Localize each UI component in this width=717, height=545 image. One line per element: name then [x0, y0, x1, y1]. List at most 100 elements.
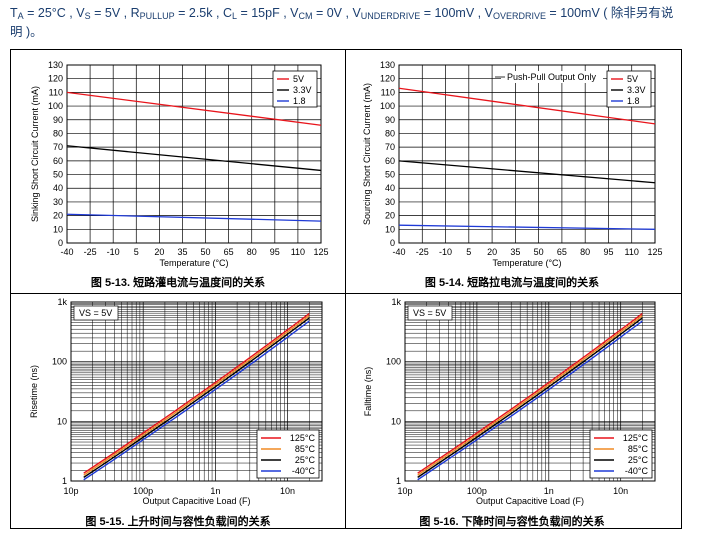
y-tick-label: 120: [48, 74, 63, 84]
legend-label: 125°C: [623, 433, 649, 443]
x-tick-label: 80: [580, 247, 590, 257]
series-line-1.8: [66, 213, 322, 222]
legend-label: 85°C: [295, 444, 316, 454]
x-tick-label: -10: [439, 247, 452, 257]
y-tick-label: 100: [380, 101, 395, 111]
x-tick-label: 95: [603, 247, 613, 257]
y-tick-label: 80: [385, 128, 395, 138]
x-tick-label: -40: [60, 247, 73, 257]
caption-figure-5-13: 图 5-13. 短路灌电流与温度间的关系: [90, 277, 266, 289]
y-tick-label: 100: [48, 101, 63, 111]
legend-label: 25°C: [628, 455, 649, 465]
y-tick-label: 80: [53, 128, 63, 138]
y-tick-label: 110: [381, 87, 395, 97]
annotation-box: [407, 305, 453, 321]
y-axis-label: Sinking Short Circuit Current (mA): [30, 86, 40, 222]
y-tick-label: 50: [385, 170, 395, 180]
series-line-125°C: [417, 313, 643, 474]
caption-figure-5-16: 图 5-16. 下降时间与容性负载间的关系: [419, 516, 605, 528]
series-line-5V: [398, 87, 656, 125]
y-tick-label: 40: [53, 183, 63, 193]
legend-label: 25°C: [295, 455, 316, 465]
y-tick-label: 70: [53, 142, 63, 152]
x-tick-label: 95: [270, 247, 280, 257]
x-tick-label: 100p: [467, 486, 487, 496]
annotation-box: [73, 305, 119, 321]
conditions-header: TA = 25°C , VS = 5V , RPULLUP = 2.5k , C…: [10, 6, 674, 39]
x-tick-label: 80: [247, 247, 257, 257]
x-tick-label: 1n: [210, 486, 220, 496]
series-line-125°C: [83, 313, 310, 474]
series-line-85°C: [417, 315, 643, 476]
x-tick-label: -10: [107, 247, 120, 257]
chart-3: 10p 100p 1n 10n 1 10 100 1k Output Capacitive Lo…: [29, 297, 323, 506]
y-tick-label: 10: [391, 416, 401, 426]
series-line--40°C: [417, 320, 643, 481]
series-line-5V: [66, 91, 322, 126]
x-tick-label: 65: [557, 247, 567, 257]
y-tick-label: 90: [53, 115, 63, 125]
legend-label: 1.8: [627, 96, 640, 106]
legend-label: -40°C: [625, 466, 649, 476]
series-line-25°C: [417, 317, 643, 478]
chart-2: -40 -25 -10 5 20 35 50 65 80 95 110 125 0 10 20 30 40 50 6…: [362, 60, 663, 268]
y-tick-label: 130: [380, 60, 395, 70]
legend-label: 3.3V: [293, 85, 312, 95]
legend-label: 3.3V: [627, 85, 646, 95]
x-tick-label: 20: [154, 247, 164, 257]
x-tick-label: 110: [625, 247, 639, 257]
series-line-3.3V: [398, 160, 656, 184]
y-tick-label: 130: [48, 60, 63, 70]
caption-figure-5-15: 图 5-15. 上升时间与容性负载间的关系: [85, 516, 271, 528]
figure-grid-frame: 图 5-13. 短路灌电流与温度间的关系 图 5-14. 短路拉电流与温度间的关…: [10, 49, 682, 529]
x-tick-label: 5: [466, 247, 471, 257]
y-tick-label: 90: [385, 115, 395, 125]
x-tick-label: 35: [177, 247, 187, 257]
x-tick-label: 50: [534, 247, 544, 257]
y-tick-label: 40: [385, 183, 395, 193]
y-axis-label: Risetime (ns): [29, 365, 39, 418]
legend-label: -40°C: [292, 466, 316, 476]
series-line--40°C: [83, 320, 310, 481]
legend-label: 1.8: [293, 96, 306, 106]
y-tick-label: 100: [52, 357, 67, 367]
y-tick-label: 60: [53, 156, 63, 166]
series-line-85°C: [83, 315, 310, 476]
y-tick-label: 10: [385, 224, 395, 234]
y-tick-label: 20: [385, 211, 395, 221]
x-axis-label: Temperature (°C): [492, 258, 561, 268]
y-tick-label: 30: [53, 197, 63, 207]
x-tick-label: 20: [487, 247, 497, 257]
y-tick-label: 120: [380, 74, 395, 84]
y-tick-label: 1k: [391, 297, 401, 307]
x-tick-label: 125: [313, 247, 328, 257]
annotation-text: VS = 5V: [79, 308, 112, 318]
y-tick-label: 70: [385, 142, 395, 152]
y-tick-label: 110: [49, 87, 63, 97]
x-tick-label: 100p: [133, 486, 153, 496]
y-tick-label: 20: [53, 211, 63, 221]
legend-label: 5V: [293, 74, 304, 84]
caption-figure-5-14: 图 5-14. 短路拉电流与温度间的关系: [424, 277, 600, 289]
annotation-text: VS = 5V: [413, 308, 446, 318]
frame-divider-horizontal: [11, 293, 681, 294]
y-tick-label: 0: [58, 238, 63, 248]
chart-1: -40 -25 -10 5 20 35 50 65 80 95 110 125 0 10 20 30 40 50 6…: [30, 60, 329, 268]
y-tick-label: 60: [385, 156, 395, 166]
y-tick-label: 10: [57, 416, 67, 426]
x-tick-label: 10p: [397, 486, 412, 496]
x-tick-label: -40: [392, 247, 405, 257]
x-tick-label: 50: [201, 247, 211, 257]
x-axis-label: Temperature (°C): [159, 258, 228, 268]
y-tick-label: 10: [53, 224, 63, 234]
y-tick-label: 100: [386, 357, 401, 367]
x-tick-label: 125: [647, 247, 662, 257]
x-tick-label: -25: [416, 247, 429, 257]
legend-label: 85°C: [628, 444, 649, 454]
x-axis-label: Output Capacitive Load (F): [142, 496, 250, 506]
y-tick-label: 1: [396, 476, 401, 486]
y-axis-label: Sourcing Short Circuit Current (mA): [362, 83, 372, 225]
x-tick-label: 10n: [280, 486, 295, 496]
x-tick-label: 110: [291, 247, 305, 257]
